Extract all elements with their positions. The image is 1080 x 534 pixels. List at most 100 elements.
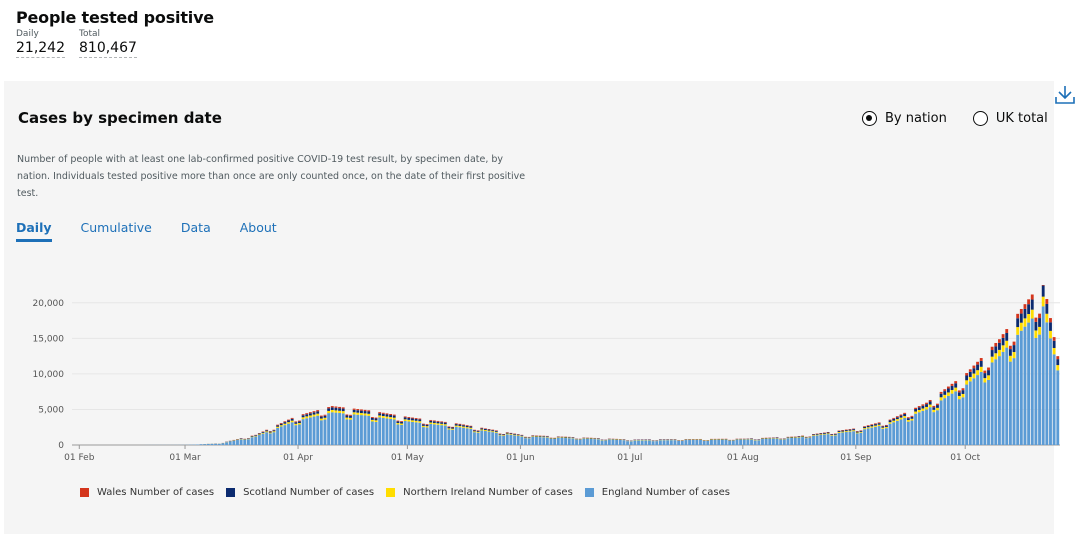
bar-scotland <box>345 415 349 418</box>
bar-scotland <box>823 432 826 434</box>
bar-northern-ireland <box>892 420 896 423</box>
legend-label-scotland: Scotland Number of cases <box>243 487 375 498</box>
bar-scotland <box>498 433 502 435</box>
bar-northern-ireland <box>888 422 892 424</box>
bar-wales <box>906 417 910 419</box>
bar-scotland <box>910 416 914 419</box>
bar-england <box>680 440 684 445</box>
bar-scotland <box>356 410 360 413</box>
bar-northern-ireland <box>1038 326 1041 335</box>
bar-northern-ireland <box>407 419 411 422</box>
download-icon[interactable] <box>1053 83 1077 107</box>
bar-scotland <box>987 370 990 376</box>
bar-england <box>833 435 837 445</box>
bar-northern-ireland <box>341 411 345 414</box>
bar-england <box>370 421 374 445</box>
bar-scotland <box>298 421 301 424</box>
legend-swatch-england <box>584 488 594 497</box>
bar-northern-ireland <box>513 434 516 436</box>
bar-northern-ireland <box>370 419 374 422</box>
bar-wales <box>330 406 334 408</box>
bar-england <box>327 413 331 445</box>
bar-england <box>465 428 469 445</box>
bar-england <box>939 400 943 445</box>
bar-england <box>538 437 542 445</box>
bar-scotland <box>939 393 943 398</box>
bar-scotland <box>950 385 954 391</box>
daily-value[interactable]: 21,242 <box>16 40 65 58</box>
bar-wales <box>451 426 455 428</box>
bar-scotland <box>268 431 272 433</box>
bar-england <box>1019 330 1023 445</box>
bar-northern-ireland <box>469 427 473 429</box>
bar-england <box>254 436 258 445</box>
radio-unselected-icon[interactable] <box>972 111 988 126</box>
bar-northern-ireland <box>921 408 925 411</box>
bar-scotland <box>582 437 586 439</box>
legend-item-ni: Northern Ireland Number of cases <box>386 487 573 498</box>
x-tick-label: 01 Mar <box>169 453 201 463</box>
bar-northern-ireland <box>848 430 852 432</box>
bar-scotland <box>571 437 575 438</box>
bar-scotland <box>542 436 546 437</box>
bar-northern-ireland <box>1016 327 1020 335</box>
bar-england <box>983 382 987 445</box>
bar-england <box>720 439 724 445</box>
radio-by-nation[interactable]: By nation <box>862 111 947 126</box>
bar-england <box>469 428 473 445</box>
bar-northern-ireland <box>939 397 943 401</box>
radio-selected-icon[interactable] <box>862 111 877 126</box>
bar-england <box>414 422 418 445</box>
y-tick-label: 10,000 <box>33 370 65 380</box>
bar-england <box>575 439 578 445</box>
bar-england <box>786 438 790 445</box>
bar-northern-ireland <box>545 436 549 438</box>
bar-england <box>648 440 651 445</box>
tab-cumulative[interactable]: Cumulative <box>80 220 152 235</box>
bar-england <box>819 434 823 445</box>
bar-northern-ireland <box>432 422 436 425</box>
bar-england <box>527 438 531 445</box>
tab-daily[interactable]: Daily <box>16 220 52 242</box>
bar-scotland <box>524 437 527 438</box>
bar-wales <box>389 413 393 416</box>
bar-northern-ireland <box>903 416 907 418</box>
bar-england <box>294 425 298 445</box>
bar-wales <box>957 390 961 393</box>
bar-northern-ireland <box>389 417 393 419</box>
bar-wales <box>338 406 341 409</box>
bar-scotland <box>527 437 531 438</box>
bar-scotland <box>1012 345 1016 353</box>
bar-northern-ireland <box>349 417 352 420</box>
tab-data[interactable]: Data <box>180 220 211 235</box>
bar-england <box>837 432 841 445</box>
bar-england <box>793 437 797 445</box>
bar-wales <box>367 410 371 412</box>
bar-england <box>301 419 305 445</box>
bar-northern-ireland <box>1041 296 1045 307</box>
bar-england <box>345 419 349 445</box>
bar-wales <box>458 423 462 425</box>
bar-northern-ireland <box>954 387 958 392</box>
bar-northern-ireland <box>542 436 546 438</box>
bar-england <box>1012 358 1016 445</box>
bar-england <box>509 434 513 445</box>
bar-scotland <box>826 432 830 434</box>
bar-scotland <box>1052 340 1056 348</box>
bar-wales <box>327 407 331 409</box>
bar-england <box>531 436 535 445</box>
bar-scotland <box>863 426 866 429</box>
bar-england <box>779 439 783 445</box>
bar-wales <box>392 414 396 416</box>
bar-northern-ireland <box>476 431 480 433</box>
bar-england <box>429 423 433 445</box>
total-value[interactable]: 810,467 <box>79 40 137 58</box>
bar-northern-ireland <box>994 353 998 360</box>
radio-uk-total[interactable]: UK total <box>972 111 1048 126</box>
bar-england <box>199 444 203 445</box>
tab-about[interactable]: About <box>239 220 277 235</box>
bar-scotland <box>363 411 367 414</box>
headline: People tested positive Daily 21,242 Tota… <box>16 8 214 58</box>
bar-england <box>349 419 352 445</box>
bar-northern-ireland <box>826 433 830 435</box>
